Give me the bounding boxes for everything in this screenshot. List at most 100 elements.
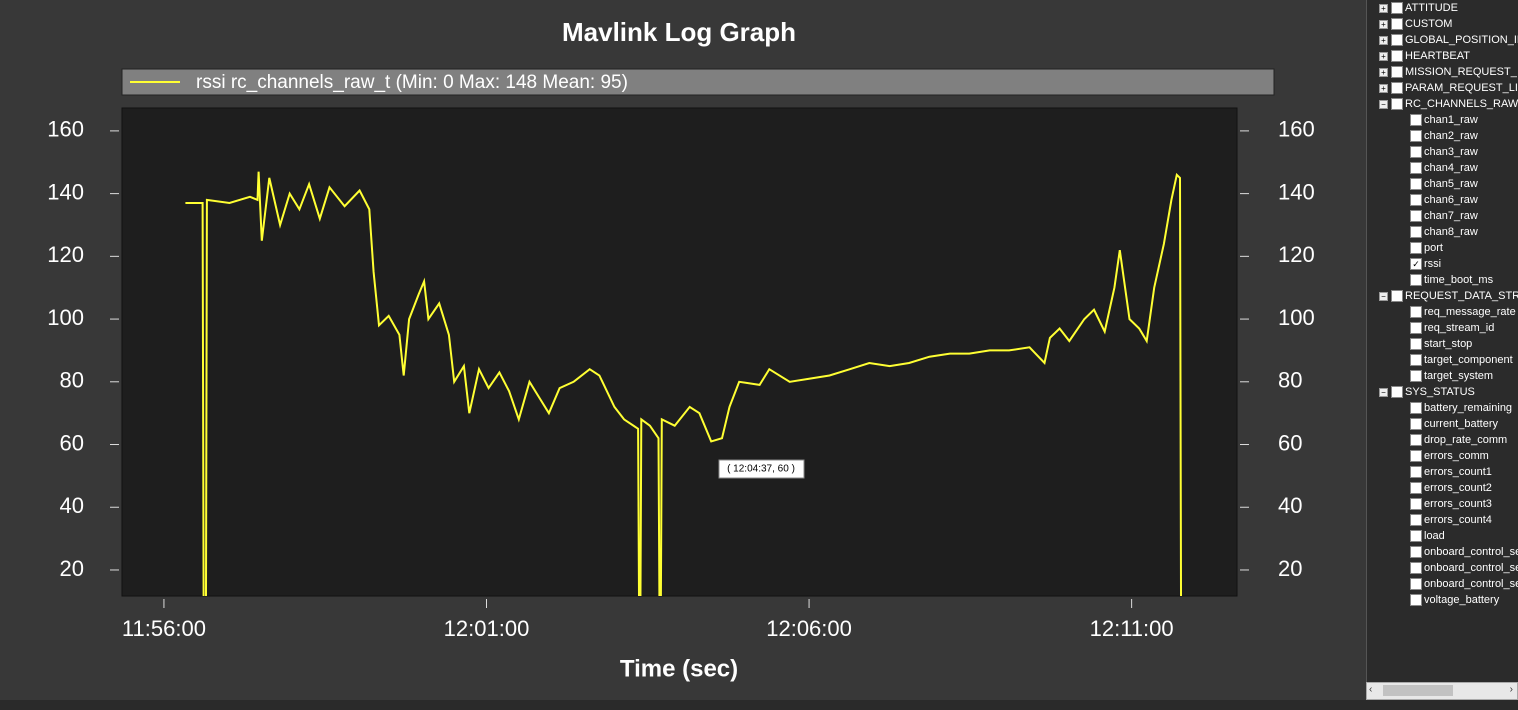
leaf-label: chan5_raw: [1424, 178, 1478, 190]
checkbox[interactable]: [1391, 18, 1403, 30]
expander[interactable]: +: [1379, 68, 1388, 77]
checkbox[interactable]: [1410, 578, 1422, 590]
leaf-label: chan7_raw: [1424, 210, 1478, 222]
checkbox[interactable]: [1391, 386, 1403, 398]
expander[interactable]: +: [1379, 36, 1388, 45]
y2-tick-label: 80: [1278, 368, 1302, 393]
tree-leaf: chan4_raw: [1367, 160, 1518, 176]
checkbox[interactable]: [1410, 514, 1422, 526]
checkbox[interactable]: [1410, 274, 1422, 286]
y-tick-label: 40: [60, 493, 84, 518]
data-line: [185, 171, 1183, 596]
node-label: CUSTOM: [1405, 18, 1453, 30]
tooltip: ( 12:04:37, 60 ): [727, 464, 795, 475]
checkbox[interactable]: [1410, 594, 1422, 606]
tree-node: + CUSTOM: [1367, 16, 1518, 32]
checkbox[interactable]: [1410, 114, 1422, 126]
tree-leaf: errors_count3: [1367, 496, 1518, 512]
tree-leaf: chan3_raw: [1367, 144, 1518, 160]
leaf-label: battery_remaining: [1424, 402, 1513, 414]
checkbox[interactable]: [1410, 322, 1422, 334]
expander[interactable]: +: [1379, 84, 1388, 93]
expander[interactable]: −: [1379, 100, 1388, 109]
x-axis-label: Time (sec): [620, 655, 738, 682]
checkbox[interactable]: [1410, 210, 1422, 222]
plot-area: [121, 107, 1238, 597]
leaf-label: chan2_raw: [1424, 130, 1478, 142]
checkbox[interactable]: [1410, 546, 1422, 558]
x-tick-label: 11:56:00: [122, 616, 206, 641]
legend-label: rssi rc_channels_raw_t (Min: 0 Max: 148 …: [196, 72, 628, 93]
tree-leaf: chan2_raw: [1367, 128, 1518, 144]
checkbox[interactable]: [1410, 226, 1422, 238]
horizontal-scrollbar[interactable]: ‹ ›: [1366, 682, 1518, 700]
checkbox[interactable]: [1391, 66, 1403, 78]
leaf-label: target_component: [1424, 354, 1513, 366]
leaf-label: onboard_control_se: [1424, 546, 1518, 558]
leaf-label: current_battery: [1424, 418, 1498, 430]
tooltip-box: [718, 459, 805, 479]
expander[interactable]: +: [1379, 20, 1388, 29]
expander[interactable]: +: [1379, 4, 1388, 13]
checkbox[interactable]: [1391, 2, 1403, 14]
expander[interactable]: −: [1379, 292, 1388, 301]
checkbox[interactable]: [1410, 194, 1422, 206]
chart-title: Mavlink Log Graph: [562, 17, 796, 47]
leaf-label: time_boot_ms: [1424, 274, 1494, 286]
leaf-label: errors_count3: [1424, 498, 1492, 510]
leaf-label: onboard_control_se: [1424, 562, 1518, 574]
checkbox[interactable]: [1410, 306, 1422, 318]
status-strip: [0, 700, 1518, 710]
checkbox[interactable]: [1410, 530, 1422, 542]
y-tick-label: 160: [47, 117, 84, 142]
checkbox[interactable]: [1391, 34, 1403, 46]
node-label: HEARTBEAT: [1405, 50, 1470, 62]
checkbox[interactable]: [1410, 450, 1422, 462]
y2-tick-label: 100: [1278, 305, 1315, 330]
checkbox[interactable]: [1410, 434, 1422, 446]
tree-leaf: onboard_control_se: [1367, 544, 1518, 560]
checkbox[interactable]: [1391, 82, 1403, 94]
checkbox[interactable]: [1410, 562, 1422, 574]
expander[interactable]: +: [1379, 52, 1388, 61]
checkbox[interactable]: [1410, 338, 1422, 350]
leaf-label: voltage_battery: [1424, 594, 1500, 606]
x-tick-label: 12:06:00: [766, 616, 852, 641]
checkbox[interactable]: [1410, 466, 1422, 478]
y-tick-label: 120: [47, 242, 84, 267]
checkbox[interactable]: [1410, 242, 1422, 254]
tree-leaf: chan1_raw: [1367, 112, 1518, 128]
tree-node: + PARAM_REQUEST_LI: [1367, 80, 1518, 96]
checkbox[interactable]: ✓: [1410, 258, 1422, 270]
checkbox[interactable]: [1410, 354, 1422, 366]
tree-leaf: port: [1367, 240, 1518, 256]
expander[interactable]: −: [1379, 388, 1388, 397]
tree-leaf: errors_count2: [1367, 480, 1518, 496]
checkbox[interactable]: [1391, 50, 1403, 62]
checkbox[interactable]: [1391, 98, 1403, 110]
tree-node: + HEARTBEAT: [1367, 48, 1518, 64]
y-tick-label: 100: [47, 305, 84, 330]
y2-tick-label: 20: [1278, 556, 1302, 581]
checkbox[interactable]: [1410, 146, 1422, 158]
tree-leaf: onboard_control_se: [1367, 576, 1518, 592]
checkbox[interactable]: [1410, 162, 1422, 174]
checkbox[interactable]: [1410, 178, 1422, 190]
node-label: ATTITUDE: [1405, 2, 1458, 14]
scroll-thumb[interactable]: [1383, 685, 1453, 696]
leaf-label: port: [1424, 242, 1443, 254]
x-tick-label: 12:11:00: [1090, 616, 1174, 641]
checkbox[interactable]: [1410, 370, 1422, 382]
tree-node: + ATTITUDE: [1367, 0, 1518, 16]
checkbox[interactable]: [1410, 418, 1422, 430]
scroll-left[interactable]: ‹: [1369, 684, 1373, 695]
checkbox[interactable]: [1391, 290, 1403, 302]
tree-leaf: req_stream_id: [1367, 320, 1518, 336]
checkbox[interactable]: [1410, 498, 1422, 510]
checkbox[interactable]: [1410, 402, 1422, 414]
leaf-label: errors_comm: [1424, 450, 1489, 462]
checkbox[interactable]: [1410, 482, 1422, 494]
scroll-right[interactable]: ›: [1509, 684, 1513, 695]
checkbox[interactable]: [1410, 130, 1422, 142]
